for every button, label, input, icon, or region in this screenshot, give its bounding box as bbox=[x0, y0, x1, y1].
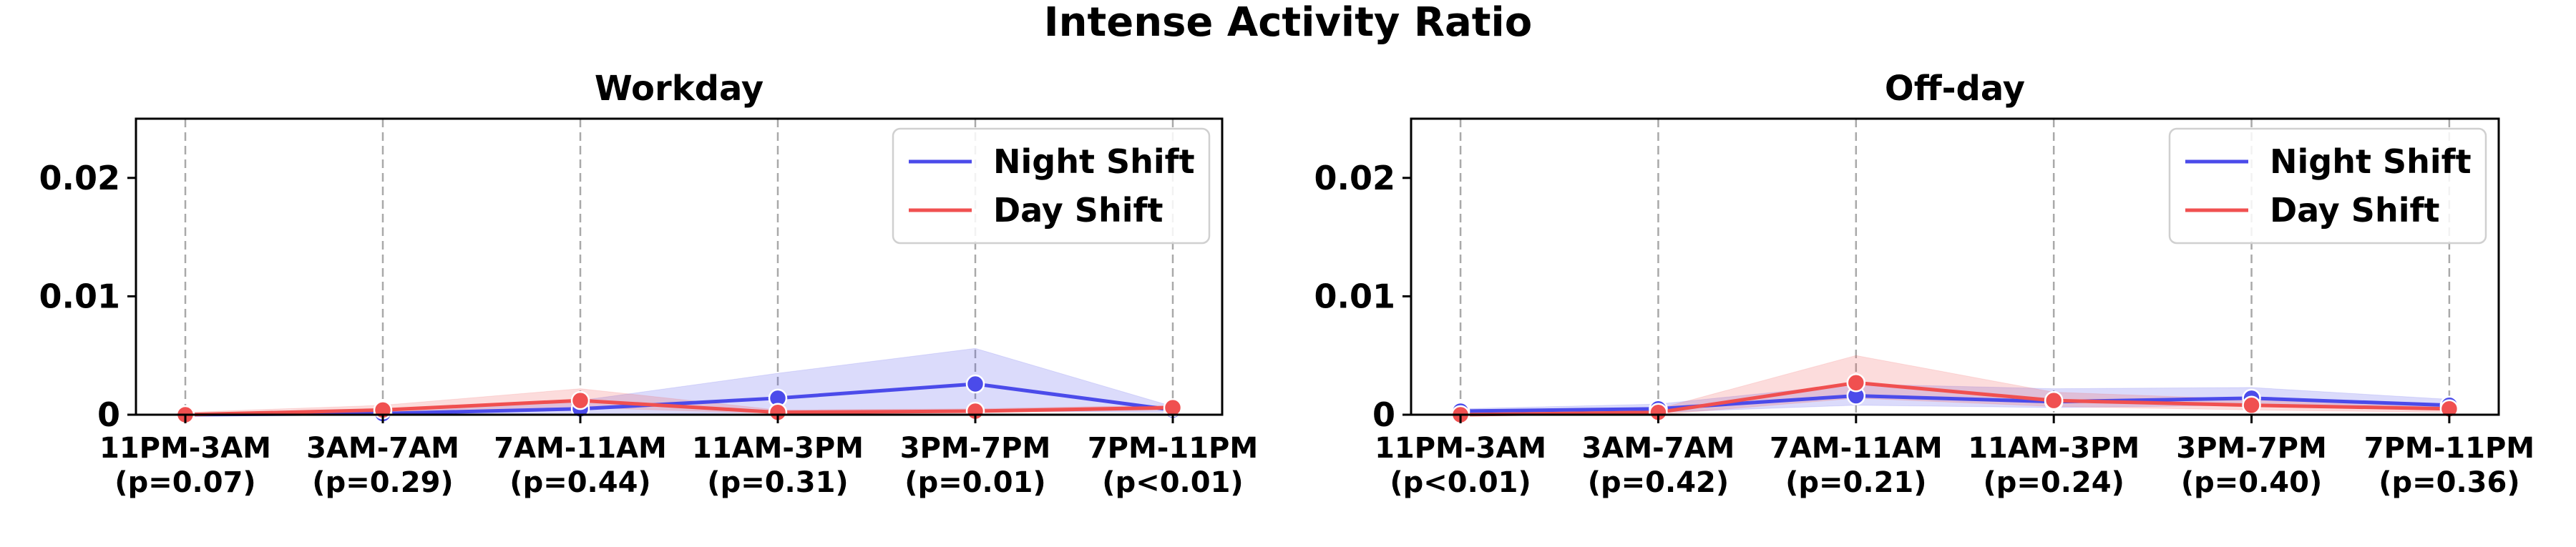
series-line bbox=[1460, 380, 2449, 417]
x-tick-label: 11PM-3AM (p=0.07) bbox=[99, 432, 271, 499]
x-tick-label-line: 7AM-11AM bbox=[1770, 432, 1943, 465]
x-tick-label-line: 11PM-3AM bbox=[99, 432, 271, 465]
x-tick-label: 3AM-7AM (p=0.29) bbox=[306, 432, 459, 499]
legend-label: Day Shift bbox=[2270, 191, 2439, 230]
x-tick-label-line: 11AM-3PM bbox=[692, 432, 864, 465]
x-tick-label-line: (p<0.01) bbox=[1390, 466, 1531, 499]
axes-frame bbox=[135, 117, 1224, 416]
data-point bbox=[1163, 398, 1183, 418]
y-tick-label: 0.01 bbox=[39, 277, 121, 315]
data-point bbox=[1846, 373, 1866, 393]
x-tick-label: 7AM-11AM (p=0.21) bbox=[1770, 432, 1943, 499]
x-tick-label-line: 7AM-11AM bbox=[494, 432, 667, 465]
x-tick-label-line: (p=0.44) bbox=[509, 466, 650, 499]
x-tick-label-line: 3AM-7AM bbox=[306, 432, 459, 465]
panel-title: Workday bbox=[595, 69, 763, 109]
legend-box bbox=[892, 127, 1211, 245]
legend-label: Day Shift bbox=[993, 191, 1163, 230]
y-tick-label: 0.01 bbox=[1314, 277, 1396, 315]
x-tick-label-line: (p=0.01) bbox=[904, 466, 1045, 499]
data-point bbox=[2242, 395, 2261, 415]
x-tick-label: 3AM-7AM (p=0.42) bbox=[1582, 432, 1735, 499]
x-tick-label: 11AM-3PM (p=0.24) bbox=[1968, 432, 2140, 499]
data-point bbox=[2044, 390, 2064, 410]
x-tick-label: 3PM-7PM (p=0.40) bbox=[2176, 432, 2327, 499]
x-tick-label-line: (p=0.31) bbox=[707, 466, 848, 499]
x-tick-label-line: 11AM-3PM bbox=[1968, 432, 2140, 465]
y-tick-label: 0 bbox=[97, 395, 120, 434]
x-tick-label-line: 11PM-3AM bbox=[1375, 432, 1546, 465]
legend-box bbox=[2168, 127, 2487, 245]
series-line bbox=[185, 398, 1174, 417]
figure-title: Intense Activity Ratio bbox=[1044, 0, 1532, 46]
series-line bbox=[1460, 394, 2449, 413]
data-point bbox=[570, 390, 590, 410]
axes-frame bbox=[1410, 117, 2500, 416]
x-tick-label-line: 3PM-7PM bbox=[900, 432, 1051, 465]
legend-label: Night Shift bbox=[993, 142, 1195, 181]
x-tick-label-line: (p=0.36) bbox=[2379, 466, 2519, 499]
x-tick-label-line: (p=0.07) bbox=[114, 466, 255, 499]
x-tick-label-line: (p=0.21) bbox=[1785, 466, 1926, 499]
x-tick-label: 3PM-7PM (p=0.01) bbox=[900, 432, 1051, 499]
panel-title: Off-day bbox=[1885, 69, 2025, 109]
x-tick-label: 7PM-11PM (p<0.01) bbox=[1088, 432, 1258, 499]
data-point bbox=[965, 374, 985, 394]
x-tick-label-line: 7PM-11PM bbox=[1088, 432, 1258, 465]
x-tick-label: 7PM-11PM (p=0.36) bbox=[2364, 432, 2534, 499]
x-tick-label-line: 3AM-7AM bbox=[1582, 432, 1735, 465]
x-tick-label-line: (p<0.01) bbox=[1102, 466, 1243, 499]
x-tick-label: 7AM-11AM (p=0.44) bbox=[494, 432, 667, 499]
x-tick-label-line: (p=0.42) bbox=[1588, 466, 1729, 499]
x-tick-label: 11PM-3AM (p<0.01) bbox=[1375, 432, 1546, 499]
y-tick-label: 0 bbox=[1372, 395, 1395, 434]
x-tick-label: 11AM-3PM (p=0.31) bbox=[692, 432, 864, 499]
y-tick-label: 0.02 bbox=[1314, 159, 1396, 197]
x-tick-label-line: (p=0.40) bbox=[2181, 466, 2322, 499]
legend-label: Night Shift bbox=[2270, 142, 2472, 181]
x-tick-label-line: (p=0.29) bbox=[312, 466, 453, 499]
x-tick-label-line: 3PM-7PM bbox=[2176, 432, 2327, 465]
x-tick-label-line: 7PM-11PM bbox=[2364, 432, 2534, 465]
y-tick-label: 0.02 bbox=[39, 159, 121, 197]
x-tick-label-line: (p=0.24) bbox=[1983, 466, 2124, 499]
